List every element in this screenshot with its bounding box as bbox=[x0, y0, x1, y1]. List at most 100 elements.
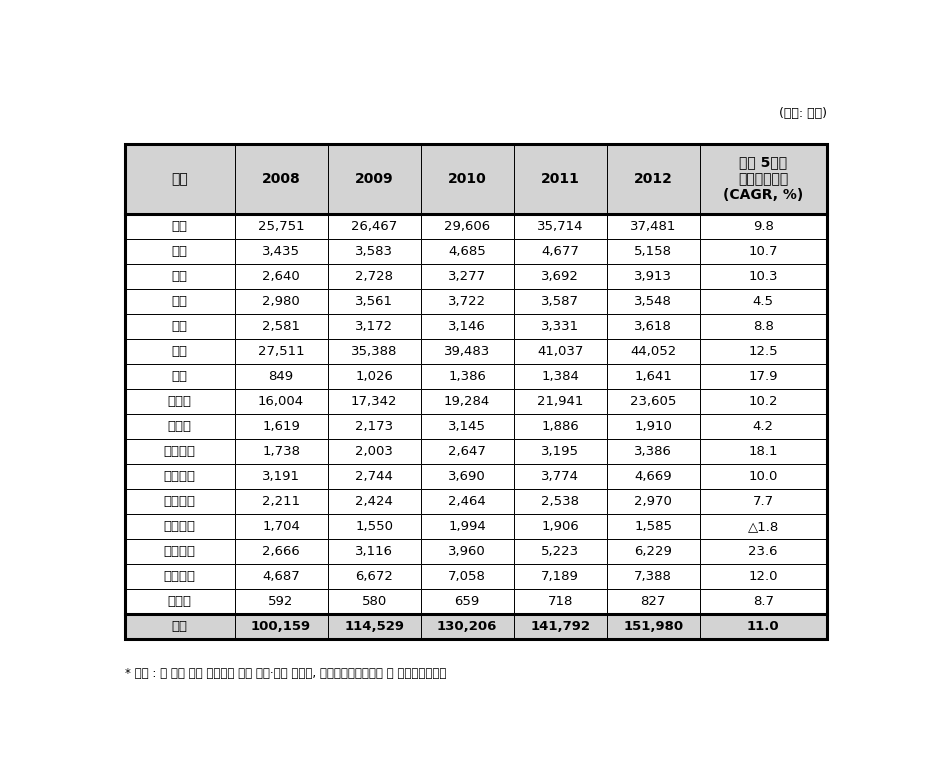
Bar bbox=[699, 389, 826, 414]
Text: 광주: 광주 bbox=[171, 320, 187, 332]
Text: 3,145: 3,145 bbox=[448, 420, 486, 433]
Text: △1.8: △1.8 bbox=[747, 520, 778, 533]
Text: 2012: 2012 bbox=[633, 172, 672, 186]
Bar bbox=[606, 289, 699, 314]
Bar bbox=[327, 489, 420, 514]
Bar bbox=[420, 214, 514, 239]
Text: 1,704: 1,704 bbox=[261, 520, 299, 533]
Text: 114,529: 114,529 bbox=[344, 620, 403, 633]
Text: 2,538: 2,538 bbox=[540, 495, 578, 508]
Bar bbox=[124, 589, 235, 614]
Text: 4,669: 4,669 bbox=[634, 470, 671, 483]
Text: 25,751: 25,751 bbox=[258, 220, 304, 232]
Bar bbox=[420, 539, 514, 564]
Bar bbox=[235, 143, 327, 214]
Text: 659: 659 bbox=[454, 595, 479, 608]
Text: 경상남도: 경상남도 bbox=[163, 570, 196, 583]
Text: 인천: 인천 bbox=[171, 294, 187, 308]
Text: 1,585: 1,585 bbox=[633, 520, 671, 533]
Bar bbox=[124, 314, 235, 339]
Text: 10.2: 10.2 bbox=[747, 395, 777, 408]
Text: 1,738: 1,738 bbox=[261, 445, 299, 458]
Text: 4.2: 4.2 bbox=[752, 420, 773, 433]
Bar bbox=[606, 564, 699, 589]
Text: 100,159: 100,159 bbox=[251, 620, 311, 633]
Text: 10.3: 10.3 bbox=[747, 270, 777, 283]
Bar bbox=[327, 514, 420, 539]
Text: 7,189: 7,189 bbox=[540, 570, 578, 583]
Text: 4,687: 4,687 bbox=[262, 570, 299, 583]
Bar bbox=[420, 143, 514, 214]
Text: 580: 580 bbox=[362, 595, 387, 608]
Bar bbox=[420, 614, 514, 639]
Bar bbox=[606, 614, 699, 639]
Text: 강원도: 강원도 bbox=[168, 420, 191, 433]
Text: 17.9: 17.9 bbox=[747, 370, 777, 383]
Bar bbox=[699, 589, 826, 614]
Bar bbox=[606, 514, 699, 539]
Bar bbox=[235, 439, 327, 464]
Text: 2,647: 2,647 bbox=[448, 445, 486, 458]
Bar bbox=[420, 564, 514, 589]
Bar bbox=[514, 514, 606, 539]
Text: 23.6: 23.6 bbox=[747, 545, 777, 558]
Bar bbox=[235, 464, 327, 489]
Bar bbox=[699, 289, 826, 314]
Bar bbox=[514, 489, 606, 514]
Bar bbox=[124, 143, 235, 214]
Text: 1,384: 1,384 bbox=[540, 370, 578, 383]
Text: 3,548: 3,548 bbox=[633, 294, 671, 308]
Bar bbox=[606, 363, 699, 389]
Text: 151,980: 151,980 bbox=[622, 620, 682, 633]
Bar bbox=[606, 239, 699, 264]
Text: 2,980: 2,980 bbox=[262, 294, 299, 308]
Text: 592: 592 bbox=[268, 595, 294, 608]
Bar bbox=[327, 414, 420, 439]
Bar bbox=[699, 239, 826, 264]
Text: 1,619: 1,619 bbox=[261, 420, 299, 433]
Bar bbox=[606, 264, 699, 289]
Text: 2008: 2008 bbox=[261, 172, 300, 186]
Text: 3,435: 3,435 bbox=[261, 245, 299, 258]
Text: 26,467: 26,467 bbox=[350, 220, 397, 232]
Bar bbox=[514, 589, 606, 614]
Text: 대구: 대구 bbox=[171, 270, 187, 283]
Bar bbox=[420, 464, 514, 489]
Text: 전라북도: 전라북도 bbox=[163, 495, 196, 508]
Text: 1,994: 1,994 bbox=[448, 520, 486, 533]
Text: 1,026: 1,026 bbox=[355, 370, 393, 383]
Bar bbox=[514, 289, 606, 314]
Bar bbox=[327, 439, 420, 464]
Text: 12.5: 12.5 bbox=[747, 345, 777, 358]
Bar bbox=[235, 564, 327, 589]
Text: 2009: 2009 bbox=[354, 172, 393, 186]
Bar bbox=[124, 414, 235, 439]
Bar bbox=[327, 264, 420, 289]
Bar bbox=[514, 564, 606, 589]
Text: 23,605: 23,605 bbox=[629, 395, 676, 408]
Bar bbox=[420, 439, 514, 464]
Bar bbox=[124, 239, 235, 264]
Text: 3,913: 3,913 bbox=[633, 270, 671, 283]
Bar bbox=[124, 143, 826, 639]
Text: 718: 718 bbox=[547, 595, 572, 608]
Text: 전라남도: 전라남도 bbox=[163, 520, 196, 533]
Text: 3,960: 3,960 bbox=[448, 545, 486, 558]
Text: 3,561: 3,561 bbox=[355, 294, 393, 308]
Text: 충청북도: 충청북도 bbox=[163, 445, 196, 458]
Bar bbox=[514, 339, 606, 363]
Bar bbox=[327, 143, 420, 214]
Bar bbox=[327, 389, 420, 414]
Bar bbox=[420, 389, 514, 414]
Text: 3,146: 3,146 bbox=[448, 320, 486, 332]
Text: (단위: 억원): (단위: 억원) bbox=[778, 108, 826, 120]
Bar bbox=[420, 589, 514, 614]
Text: * 출처 : 각 년도 국가 연구개발 사업 조사·분석 보고서, 국가과학기술위원회 및 미래창조과학부: * 출처 : 각 년도 국가 연구개발 사업 조사·분석 보고서, 국가과학기술… bbox=[124, 667, 446, 680]
Bar bbox=[420, 314, 514, 339]
Text: 1,386: 1,386 bbox=[448, 370, 486, 383]
Bar bbox=[327, 214, 420, 239]
Bar bbox=[124, 339, 235, 363]
Text: 3,277: 3,277 bbox=[448, 270, 486, 283]
Bar bbox=[235, 414, 327, 439]
Bar bbox=[124, 214, 235, 239]
